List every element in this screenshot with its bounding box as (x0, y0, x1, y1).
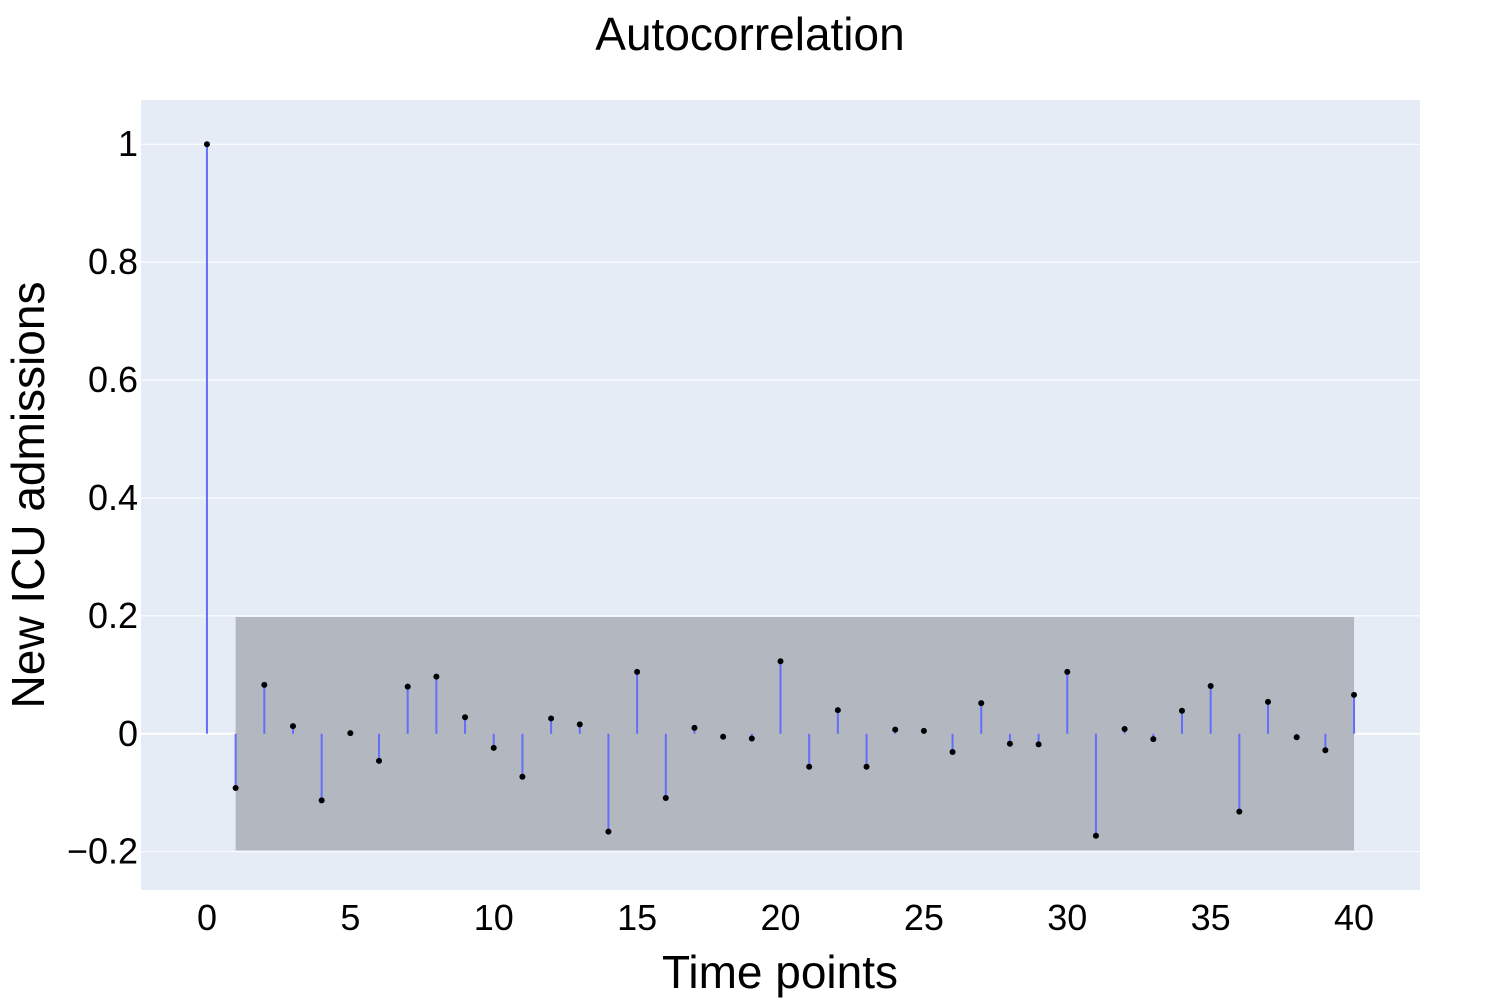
x-tick-labels: 0 5 10 15 20 25 30 35 40 (197, 897, 1374, 938)
x-tick-label: 5 (340, 897, 360, 938)
data-point (1064, 668, 1071, 675)
y-tick-label: 0.8 (88, 241, 138, 282)
data-point (863, 763, 870, 770)
x-tick-label: 20 (760, 897, 800, 938)
data-point (777, 658, 784, 665)
y-tick-label: −0.2 (67, 831, 138, 872)
data-point (261, 681, 268, 688)
y-tick-labels: 1 0.8 0.6 0.4 0.2 0 −0.2 (67, 123, 138, 871)
data-point (1293, 734, 1300, 741)
data-point (1092, 832, 1099, 839)
data-point (1035, 741, 1042, 748)
markers (203, 141, 1358, 839)
y-tick-label: 0.6 (88, 359, 138, 400)
data-point (834, 707, 841, 714)
y-tick-label: 0.4 (88, 477, 138, 518)
y-tick-label: 0 (118, 713, 138, 754)
data-point (376, 757, 383, 764)
data-point (978, 700, 985, 707)
data-point (1351, 691, 1358, 698)
data-point (662, 795, 669, 802)
data-point (1150, 736, 1157, 743)
data-point (605, 828, 612, 835)
data-point (576, 721, 583, 728)
data-point (232, 785, 239, 792)
data-point (634, 668, 641, 675)
data-point (949, 749, 956, 756)
x-tick-label: 0 (197, 897, 217, 938)
data-point (1207, 683, 1214, 690)
data-point (806, 763, 813, 770)
x-tick-label: 40 (1334, 897, 1374, 938)
data-point (1322, 747, 1329, 754)
y-tick-label: 1 (118, 123, 138, 164)
data-point (1178, 707, 1185, 714)
data-point (203, 141, 210, 148)
data-point (347, 730, 354, 737)
data-point (548, 715, 555, 722)
x-axis-title: Time points (662, 946, 898, 998)
x-tick-label: 35 (1191, 897, 1231, 938)
data-point (892, 726, 899, 733)
data-point (1006, 740, 1013, 747)
chart-title: Autocorrelation (595, 8, 904, 60)
data-point (1265, 698, 1272, 705)
data-point (1121, 726, 1128, 733)
data-point (1236, 808, 1243, 815)
data-point (490, 744, 497, 751)
x-tick-label: 25 (904, 897, 944, 938)
data-point (748, 735, 755, 742)
data-point (462, 714, 469, 721)
x-tick-label: 10 (474, 897, 514, 938)
data-point (691, 724, 698, 731)
data-point (720, 733, 727, 740)
y-axis-title: New ICU admissions (2, 282, 54, 709)
data-point (289, 723, 296, 730)
data-point (519, 773, 526, 780)
data-point (404, 683, 411, 690)
y-tick-label: 0.2 (88, 595, 138, 636)
data-point (318, 797, 325, 804)
x-tick-label: 30 (1047, 897, 1087, 938)
data-point (433, 673, 440, 680)
confidence-band (235, 617, 1355, 851)
x-tick-label: 15 (617, 897, 657, 938)
data-point (920, 727, 927, 734)
